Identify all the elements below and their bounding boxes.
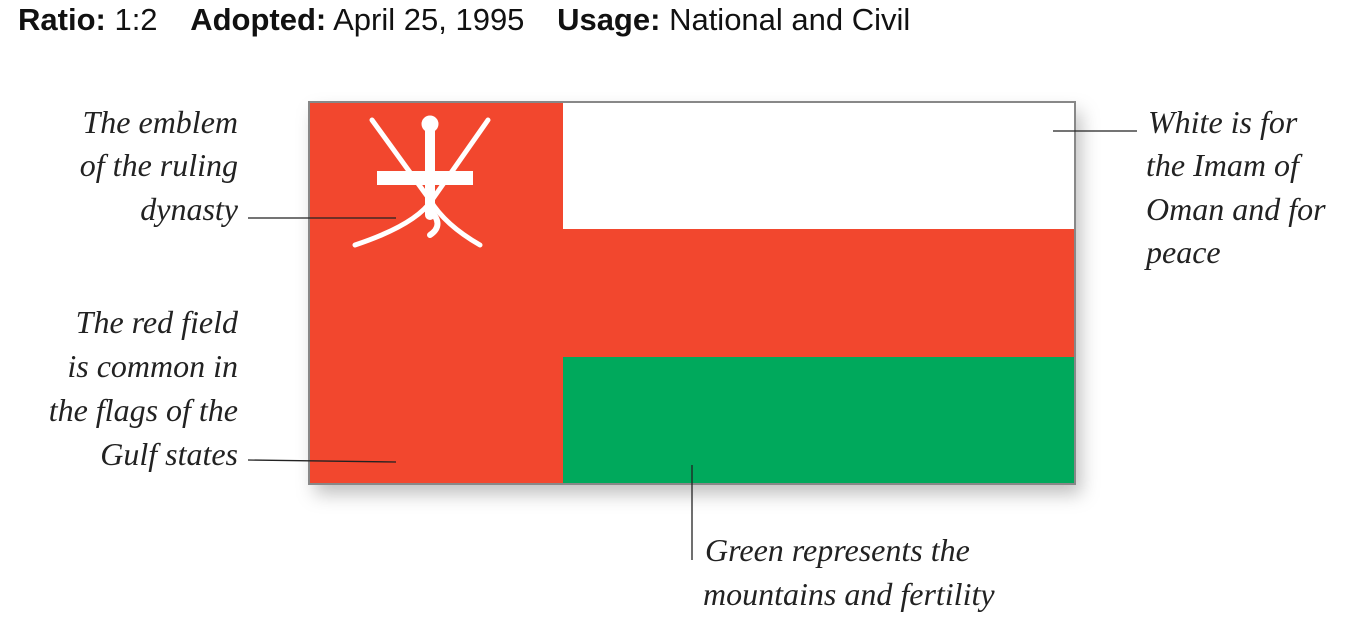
annotation-line: the flags of the — [49, 392, 238, 428]
annotation-line: Gulf states — [100, 436, 238, 472]
emblem-annotation: The emblem of the ruling dynasty — [80, 104, 396, 227]
annotation-line: The emblem — [82, 104, 238, 140]
annotation-line: is common in — [67, 348, 238, 384]
red-annotation: The red field is common in the flags of … — [49, 304, 397, 472]
annotation-line: Oman and for — [1146, 191, 1326, 227]
annotation-line: of the ruling — [80, 147, 238, 183]
annotation-line: the Imam of — [1146, 147, 1303, 183]
label: Usage: — [557, 2, 661, 37]
green-band — [563, 357, 1075, 484]
annotation-line: The red field — [76, 304, 239, 340]
white-band — [563, 102, 1075, 229]
annotation-line: peace — [1144, 234, 1221, 270]
label: Ratio: — [18, 2, 106, 37]
flag — [308, 101, 1076, 485]
value: April 25, 1995 — [333, 2, 525, 37]
green-annotation: Green represents the mountains and ferti… — [691, 465, 995, 612]
emblem — [352, 115, 491, 248]
annotation-line: White is for — [1148, 104, 1298, 140]
value: National and Civil — [669, 2, 911, 37]
value: 1:2 — [114, 2, 158, 37]
leader-line — [247, 459, 397, 463]
annotation-line: Green represents the — [705, 532, 970, 568]
annotation-line: dynasty — [140, 191, 239, 227]
annotation-line: mountains and fertility — [703, 576, 995, 612]
label: Adopted: — [190, 2, 327, 37]
header: Ratio: 1:2 Adopted: April 25, 1995 Usage… — [18, 2, 910, 38]
white-annotation: White is for the Imam of Oman and for pe… — [1053, 104, 1326, 270]
